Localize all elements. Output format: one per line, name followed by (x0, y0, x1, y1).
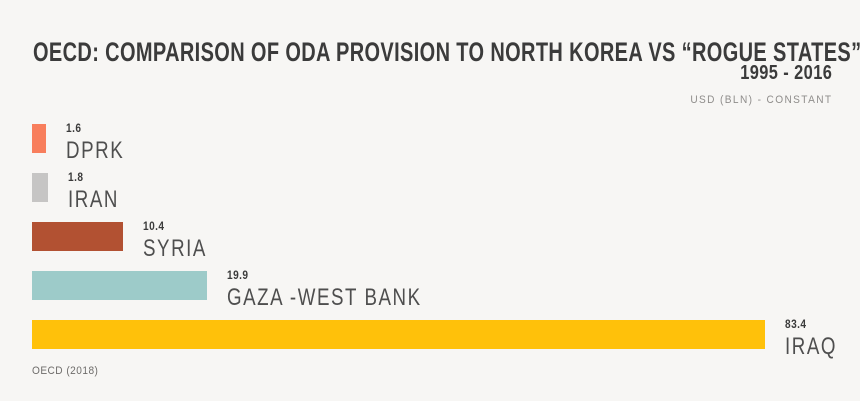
bar-category-label: SYRIA (143, 234, 207, 262)
bar-category-label: DPRK (66, 136, 125, 164)
bar-labels-gaza-west-bank: 19.9 GAZA -WEST BANK (227, 270, 477, 311)
bar-labels-syria: 10.4 SYRIA (143, 221, 225, 262)
bar-iran (32, 173, 48, 202)
bar-chart: 1.6 DPRK 1.8 IRAN 10.4 SYRIA 19.9 GAZA -… (32, 123, 852, 369)
bar-category-label: IRAQ (785, 332, 838, 360)
bar-category-label: IRAN (68, 185, 119, 213)
bar-row-dprk: 1.6 DPRK (32, 123, 852, 162)
bar-dprk (32, 124, 46, 153)
bar-labels-iran: 1.8 IRAN (68, 172, 133, 213)
bar-value-label: 10.4 (143, 221, 165, 233)
bar-iraq (32, 320, 765, 349)
bar-gaza-west-bank (32, 271, 207, 300)
bar-syria (32, 222, 123, 251)
bar-value-label: 19.9 (227, 270, 249, 282)
bar-labels-dprk: 1.6 DPRK (66, 123, 141, 164)
bar-row-iraq: 83.4 IRAQ (32, 319, 852, 358)
bar-value-label: 1.6 (66, 123, 82, 135)
bar-value-label: 83.4 (785, 319, 807, 331)
bar-category-label: GAZA -WEST BANK (227, 283, 422, 311)
bar-value-label: 1.8 (68, 172, 84, 184)
bar-row-gaza-west-bank: 19.9 GAZA -WEST BANK (32, 270, 852, 309)
bar-row-syria: 10.4 SYRIA (32, 221, 852, 260)
chart-subtitle-years: 1995 - 2016 (739, 62, 832, 84)
bar-row-iran: 1.8 IRAN (32, 172, 852, 211)
source-caption: OECD (2018) (32, 365, 99, 377)
chart-title: OECD: COMPARISON OF ODA PROVISION TO NOR… (33, 37, 860, 67)
bar-labels-iraq: 83.4 IRAQ (785, 319, 852, 360)
chart-unit-label: USD (BLN) - CONSTANT (689, 94, 832, 106)
